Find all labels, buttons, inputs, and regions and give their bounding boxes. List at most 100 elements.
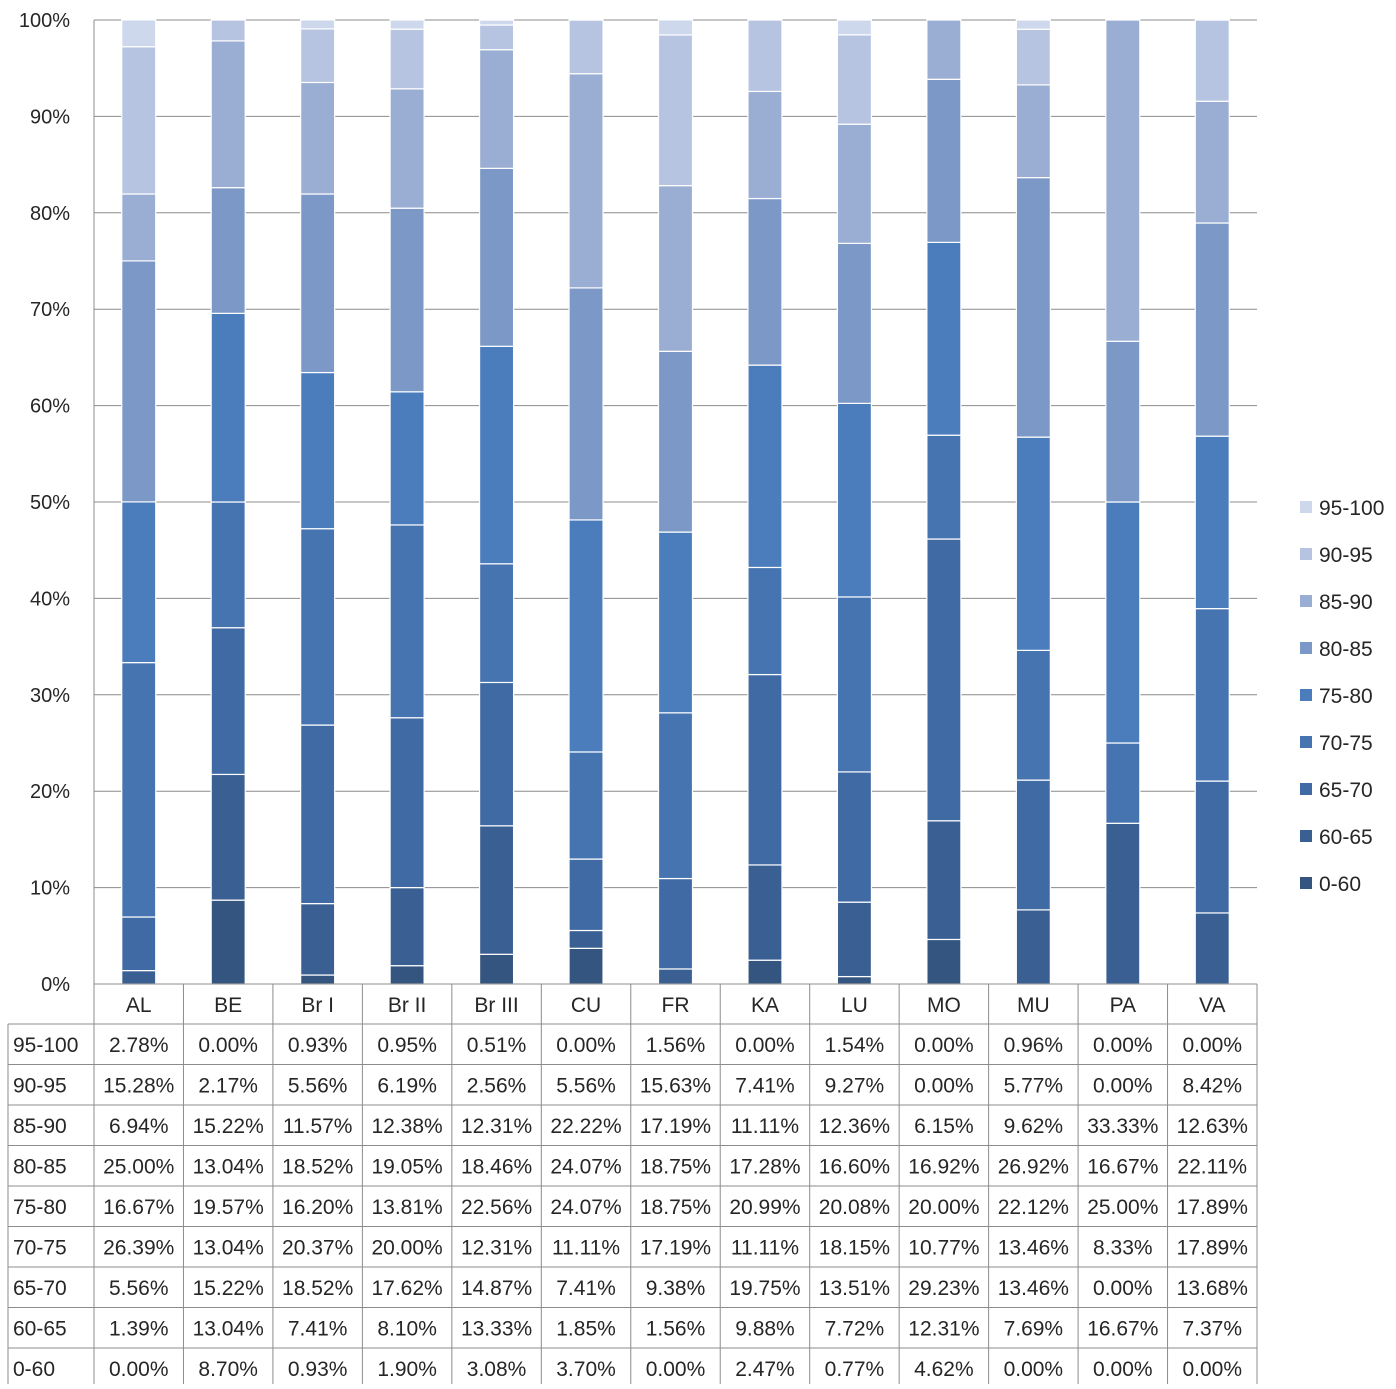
data-label: 13.04% bbox=[193, 1318, 264, 1341]
bar-segment bbox=[300, 528, 336, 726]
data-label: 13.46% bbox=[998, 1277, 1069, 1300]
bar-segment bbox=[1015, 909, 1051, 985]
data-label: 16.67% bbox=[103, 1196, 174, 1219]
bar-segment bbox=[478, 345, 515, 565]
bar-segment bbox=[926, 434, 962, 540]
bar-segment bbox=[1194, 912, 1230, 985]
data-label: 11.11% bbox=[552, 1237, 620, 1260]
data-label: 9.27% bbox=[825, 1075, 885, 1098]
legend-swatch bbox=[1300, 830, 1312, 842]
data-label: 33.33% bbox=[1087, 1115, 1158, 1138]
bar-segment bbox=[568, 858, 604, 932]
bar-segment bbox=[210, 312, 246, 503]
data-label: 5.77% bbox=[1004, 1075, 1064, 1098]
data-label: 20.37% bbox=[282, 1237, 353, 1260]
bar-segment bbox=[1015, 28, 1051, 86]
bar-segment bbox=[836, 19, 873, 36]
data-label: 0.00% bbox=[556, 1034, 616, 1057]
bar-segment bbox=[210, 899, 246, 985]
data-label: 0.93% bbox=[288, 1358, 348, 1381]
data-label: 3.08% bbox=[467, 1358, 527, 1381]
data-label: 26.39% bbox=[103, 1237, 174, 1260]
x-tick-label: MU bbox=[1017, 994, 1050, 1017]
data-label: 1.56% bbox=[646, 1034, 706, 1057]
legend-swatch bbox=[1300, 501, 1312, 513]
x-tick-label: VA bbox=[1199, 994, 1225, 1017]
data-label: 15.63% bbox=[640, 1075, 711, 1098]
data-label: 0.96% bbox=[1004, 1034, 1064, 1057]
bar-segment bbox=[478, 563, 515, 684]
data-label: 7.41% bbox=[735, 1075, 795, 1098]
table-row-label: 60-65 bbox=[13, 1318, 67, 1341]
bar-segment bbox=[568, 287, 604, 521]
bar-segment bbox=[478, 167, 515, 347]
table-row-label: 75-80 bbox=[13, 1196, 67, 1219]
y-tick-label: 20% bbox=[30, 781, 70, 803]
data-label: 13.81% bbox=[371, 1196, 442, 1219]
x-tick-label: FR bbox=[662, 994, 690, 1017]
bar-segment bbox=[926, 938, 962, 985]
data-label: 10.77% bbox=[908, 1237, 979, 1260]
data-label: 0.00% bbox=[735, 1034, 795, 1057]
data-label: 18.46% bbox=[461, 1156, 532, 1179]
data-label: 13.51% bbox=[819, 1277, 890, 1300]
data-label: 22.11% bbox=[1177, 1156, 1247, 1179]
bar-segment bbox=[926, 78, 962, 243]
legend: 95-100 90-95 85-90 80-85 75-80 70-75 65-70 60-6… bbox=[1300, 497, 1384, 896]
data-label: 25.00% bbox=[1087, 1196, 1158, 1219]
bar-segment bbox=[1194, 100, 1230, 224]
data-label: 2.56% bbox=[467, 1075, 527, 1098]
bar-segment bbox=[1105, 742, 1141, 824]
data-label: 5.56% bbox=[109, 1277, 169, 1300]
y-tick-label: 60% bbox=[30, 396, 70, 418]
data-label: 0.77% bbox=[825, 1358, 885, 1381]
bar-segment bbox=[300, 974, 336, 985]
bar-segment bbox=[210, 19, 246, 42]
bar-segment bbox=[478, 49, 515, 169]
data-label: 14.87% bbox=[461, 1277, 532, 1300]
x-tick-label: Br II bbox=[388, 994, 427, 1017]
data-label: 8.42% bbox=[1182, 1075, 1242, 1098]
bar-segment bbox=[1105, 501, 1141, 744]
bar-segment bbox=[836, 34, 873, 125]
legend-label: 85-90 bbox=[1319, 591, 1373, 614]
bar-segment bbox=[836, 123, 873, 244]
bar-segment bbox=[568, 519, 604, 753]
bar-segment bbox=[836, 596, 873, 773]
data-label: 13.46% bbox=[998, 1237, 1069, 1260]
data-label: 11.57% bbox=[283, 1115, 353, 1138]
data-label: 0.00% bbox=[1004, 1358, 1064, 1381]
data-label: 0.00% bbox=[1182, 1034, 1242, 1057]
data-label: 4.62% bbox=[914, 1358, 974, 1381]
data-label: 24.07% bbox=[550, 1196, 621, 1219]
data-label: 0.93% bbox=[288, 1034, 348, 1057]
data-label: 0.51% bbox=[467, 1034, 527, 1057]
x-tick-label: MO bbox=[927, 994, 961, 1017]
data-label: 0.00% bbox=[1093, 1034, 1153, 1057]
data-label: 6.19% bbox=[377, 1075, 437, 1098]
y-tick-label: 90% bbox=[30, 106, 70, 128]
table-row-label: 0-60 bbox=[13, 1358, 55, 1381]
bar-segment bbox=[836, 402, 873, 598]
legend-label: 75-80 bbox=[1319, 685, 1373, 708]
bar-segment bbox=[836, 901, 873, 978]
table-row-label: 85-90 bbox=[13, 1115, 67, 1138]
bar-segment bbox=[926, 538, 962, 822]
data-label: 0.00% bbox=[914, 1075, 974, 1098]
bar-segment bbox=[747, 566, 783, 676]
bar-segment bbox=[121, 260, 157, 503]
bar-segment bbox=[1194, 780, 1230, 914]
data-label: 22.56% bbox=[461, 1196, 532, 1219]
bar-segment bbox=[121, 916, 157, 972]
bar-segment bbox=[121, 19, 157, 48]
bar-segment bbox=[300, 81, 336, 195]
bar-segment bbox=[747, 197, 783, 366]
bar-segment bbox=[121, 193, 157, 262]
data-label: 15.22% bbox=[193, 1277, 264, 1300]
data-label: 17.19% bbox=[640, 1115, 711, 1138]
data-label: 1.39% bbox=[109, 1318, 169, 1341]
data-label: 12.36% bbox=[819, 1115, 890, 1138]
legend-label: 95-100 bbox=[1319, 497, 1384, 520]
data-label: 1.56% bbox=[646, 1318, 706, 1341]
